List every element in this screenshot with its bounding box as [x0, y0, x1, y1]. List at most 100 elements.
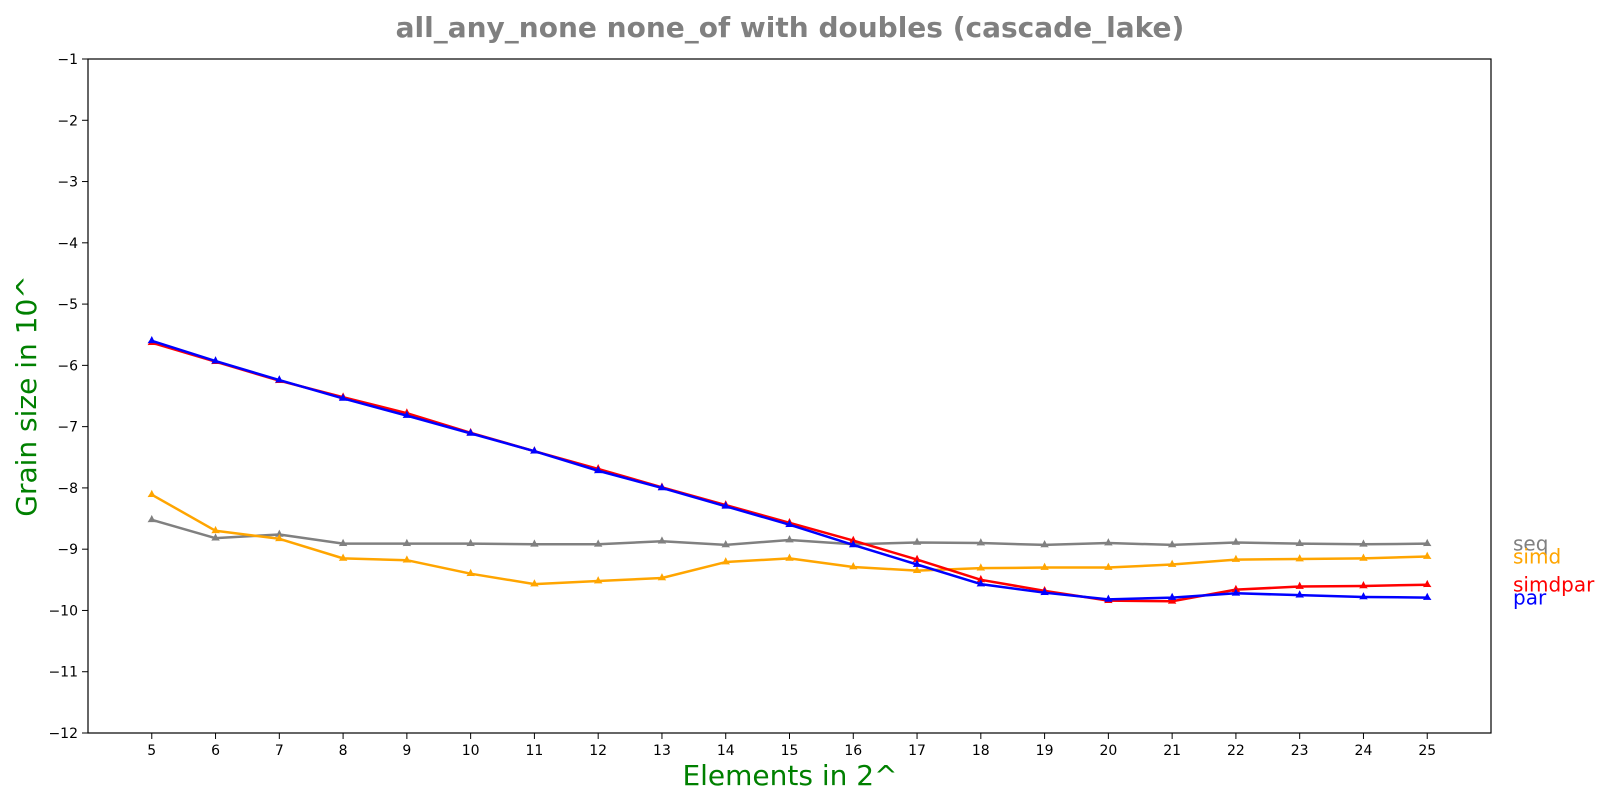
- x-tick-label: 5: [147, 743, 156, 759]
- data-point-seq: [1422, 538, 1432, 547]
- data-point-par: [1167, 592, 1177, 601]
- y-tick-label: −8: [57, 481, 78, 497]
- x-tick-label: 10: [462, 743, 480, 759]
- data-point-simd: [1295, 554, 1304, 562]
- data-point-seq: [1231, 537, 1241, 545]
- data-point-simd: [275, 533, 284, 542]
- data-point-par: [785, 519, 794, 528]
- data-point-simd: [976, 563, 986, 571]
- y-tick-label: −1: [57, 52, 78, 68]
- data-point-simd: [466, 568, 475, 577]
- x-tick-label: 20: [1099, 743, 1117, 759]
- data-point-simd: [530, 579, 539, 587]
- data-point-seq: [721, 540, 730, 548]
- x-tick-label: 23: [1291, 743, 1309, 759]
- y-tick-label: −10: [48, 603, 78, 619]
- data-point-simdpar: [1359, 581, 1368, 589]
- x-tick-label: 17: [908, 743, 926, 759]
- data-point-par: [721, 501, 730, 509]
- data-point-seq: [402, 538, 412, 547]
- data-point-simd: [721, 557, 730, 565]
- y-tick-label: −6: [57, 358, 78, 374]
- x-tick-label: 21: [1163, 743, 1181, 759]
- data-point-seq: [147, 514, 157, 523]
- data-point-par: [530, 446, 539, 454]
- data-point-simdpar: [1295, 581, 1304, 590]
- data-point-simd: [1104, 562, 1113, 571]
- data-point-par: [466, 428, 475, 436]
- data-point-simd: [1040, 562, 1049, 571]
- series-label-simdpar: simdpar: [1513, 573, 1595, 597]
- data-point-seq: [211, 533, 220, 541]
- data-point-par: [211, 356, 220, 364]
- y-tick-label: −11: [48, 665, 78, 681]
- data-point-simd: [1231, 554, 1241, 563]
- data-point-par: [1359, 592, 1368, 600]
- data-point-seq: [1167, 540, 1177, 548]
- data-point-par: [657, 483, 667, 491]
- x-axis-label: Elements in 2^: [682, 759, 897, 792]
- x-tick-label: 9: [402, 743, 411, 759]
- data-point-seq: [338, 538, 348, 547]
- x-tick-label: 8: [339, 743, 348, 759]
- x-tick-label: 13: [653, 743, 671, 759]
- data-point-par: [1422, 592, 1432, 601]
- x-axis: 5 6 7 8 9 10 11 12 13 14 15 16 17 18 19 20 21 22 23 24 25: [147, 733, 1436, 759]
- series-line-simdpar: [151, 341, 1428, 603]
- data-point-simd: [1167, 559, 1177, 567]
- x-tick-label: 6: [211, 743, 220, 759]
- x-tick-label: 18: [972, 743, 990, 759]
- data-point-par: [402, 410, 412, 419]
- data-point-simd: [147, 489, 157, 498]
- x-tick-label: 22: [1227, 743, 1245, 759]
- y-tick-label: −4: [57, 236, 78, 252]
- x-tick-label: 15: [781, 743, 799, 759]
- y-axis: −1 −2 −3 −4 −5 −6 −7 −8 −9 −10 −11 −12: [48, 52, 88, 742]
- series-lines: [147, 335, 1432, 604]
- data-point-simdpar: [1167, 596, 1177, 604]
- data-point-par: [1295, 590, 1304, 598]
- data-point-simd: [211, 525, 220, 534]
- data-point-par: [849, 540, 858, 548]
- y-tick-label: −12: [48, 726, 78, 742]
- data-point-seq: [657, 536, 667, 544]
- data-point-simd: [1422, 551, 1432, 559]
- data-point-par: [593, 465, 603, 474]
- data-point-par: [275, 375, 284, 383]
- data-point-par: [1231, 588, 1241, 596]
- x-tick-label: 24: [1355, 743, 1373, 759]
- data-point-simdpar: [1422, 579, 1432, 588]
- data-point-par: [1104, 594, 1113, 602]
- data-point-seq: [466, 538, 475, 547]
- series-label-simd: simd: [1513, 545, 1561, 569]
- x-tick-label: 16: [844, 743, 862, 759]
- y-axis-label: Grain size in 10^: [10, 275, 43, 517]
- plot-frame: [87, 58, 1492, 734]
- data-point-simd: [338, 553, 348, 561]
- x-tick-label: 25: [1418, 743, 1436, 759]
- data-point-seq: [1359, 539, 1368, 547]
- data-point-simd: [849, 562, 858, 570]
- y-tick-label: −2: [57, 113, 78, 129]
- data-point-par: [912, 559, 922, 567]
- y-tick-label: −3: [57, 175, 78, 191]
- data-point-par: [147, 335, 157, 344]
- data-point-seq: [912, 537, 922, 545]
- data-point-par: [976, 579, 986, 587]
- data-point-seq: [530, 539, 539, 547]
- data-point-simd: [1359, 553, 1368, 561]
- series-label-par: par: [1513, 586, 1547, 610]
- x-tick-label: 11: [525, 743, 543, 759]
- data-point-simd: [785, 553, 794, 561]
- y-tick-label: −9: [57, 542, 78, 558]
- y-tick-label: −5: [57, 297, 78, 313]
- x-tick-label: 7: [275, 743, 284, 759]
- data-point-simd: [657, 573, 667, 581]
- data-point-seq: [1040, 540, 1049, 548]
- data-point-seq: [593, 539, 603, 547]
- data-point-seq: [785, 535, 794, 543]
- data-point-par: [1040, 587, 1049, 596]
- data-point-simd: [402, 555, 412, 563]
